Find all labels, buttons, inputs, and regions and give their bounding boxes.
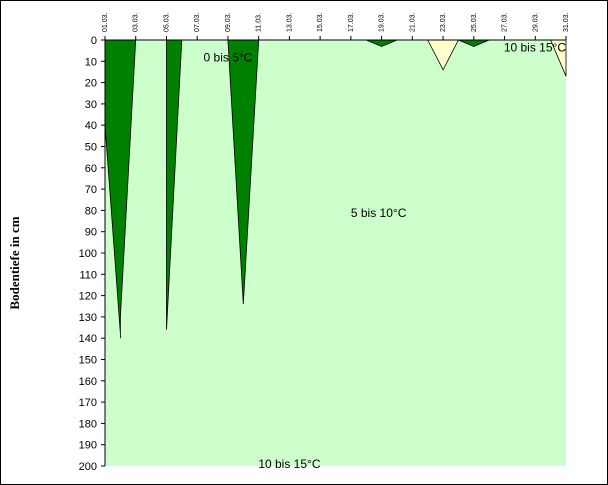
zone-label-10-15: 10 bis 15°C (504, 41, 567, 55)
y-tick-label-160: 160 (79, 376, 97, 388)
zone-5-10-background (105, 40, 566, 466)
y-tick-label-0: 0 (91, 35, 97, 47)
zone-label-0-5: 0 bis 5°C (204, 50, 253, 64)
x-tick-label-19.03.: 19.03. (379, 12, 386, 32)
y-tick-label-50: 50 (85, 142, 97, 154)
y-tick-label-40: 40 (85, 120, 97, 132)
x-tick-label-13.03.: 13.03. (286, 12, 293, 32)
x-tick-label-15.03.: 15.03. (317, 12, 324, 32)
y-tick-label-130: 130 (79, 312, 97, 324)
x-tick-label-11.03.: 11.03. (256, 13, 263, 32)
x-tick-label-31.03.: 31.03. (563, 12, 570, 32)
y-tick-label-200: 200 (79, 461, 97, 473)
y-tick-label-70: 70 (85, 184, 97, 196)
zone-label-5-10: 5 bis 10°C (351, 206, 407, 220)
y-tick-label-120: 120 (79, 291, 97, 303)
y-tick-label-30: 30 (85, 99, 97, 111)
x-tick-label-25.03.: 25.03. (471, 12, 478, 32)
y-tick-label-140: 140 (79, 333, 97, 345)
y-tick-label-150: 150 (79, 355, 97, 367)
x-tick-label-09.03.: 09.03. (225, 12, 232, 32)
x-tick-label-05.03.: 05.03. (163, 12, 170, 32)
y-tick-label-10: 10 (85, 56, 97, 68)
x-tick-label-07.03.: 07.03. (194, 12, 201, 32)
x-tick-label-03.03.: 03.03. (133, 12, 140, 32)
x-tick-label-29.03.: 29.03. (532, 12, 539, 32)
y-tick-label-90: 90 (85, 227, 97, 239)
y-tick-label-110: 110 (79, 269, 97, 281)
y-axis-title: Bodentiefe in cm (7, 216, 22, 309)
x-tick-label-21.03.: 21.03. (409, 12, 416, 32)
zone-labels: 0 bis 5°C 5 bis 10°C 10 bis 15°C 10 bis 15°… (204, 41, 567, 471)
axes: 0 10 20 30 40 50 60 70 80 90 100 110 120 130 140 150 160… (79, 12, 570, 473)
x-tick-label-27.03.: 27.03. (502, 12, 509, 32)
y-tick-label-190: 190 (79, 440, 97, 452)
y-tick-label-60: 60 (85, 163, 97, 175)
y-tick-label-80: 80 (85, 205, 97, 217)
y-tick-label-100: 100 (79, 248, 97, 260)
y-tick-label-20: 20 (85, 78, 97, 90)
x-tick-label-23.03.: 23.03. (440, 12, 447, 32)
y-tick-label-180: 180 (79, 418, 97, 430)
y-tick-label-170: 170 (79, 397, 97, 409)
zone-label-10-15-faded: 10 bis 15°C (258, 457, 321, 471)
x-tick-label-17.03.: 17.03. (348, 12, 355, 32)
x-tick-label-01.03.: 01.03. (102, 12, 109, 32)
